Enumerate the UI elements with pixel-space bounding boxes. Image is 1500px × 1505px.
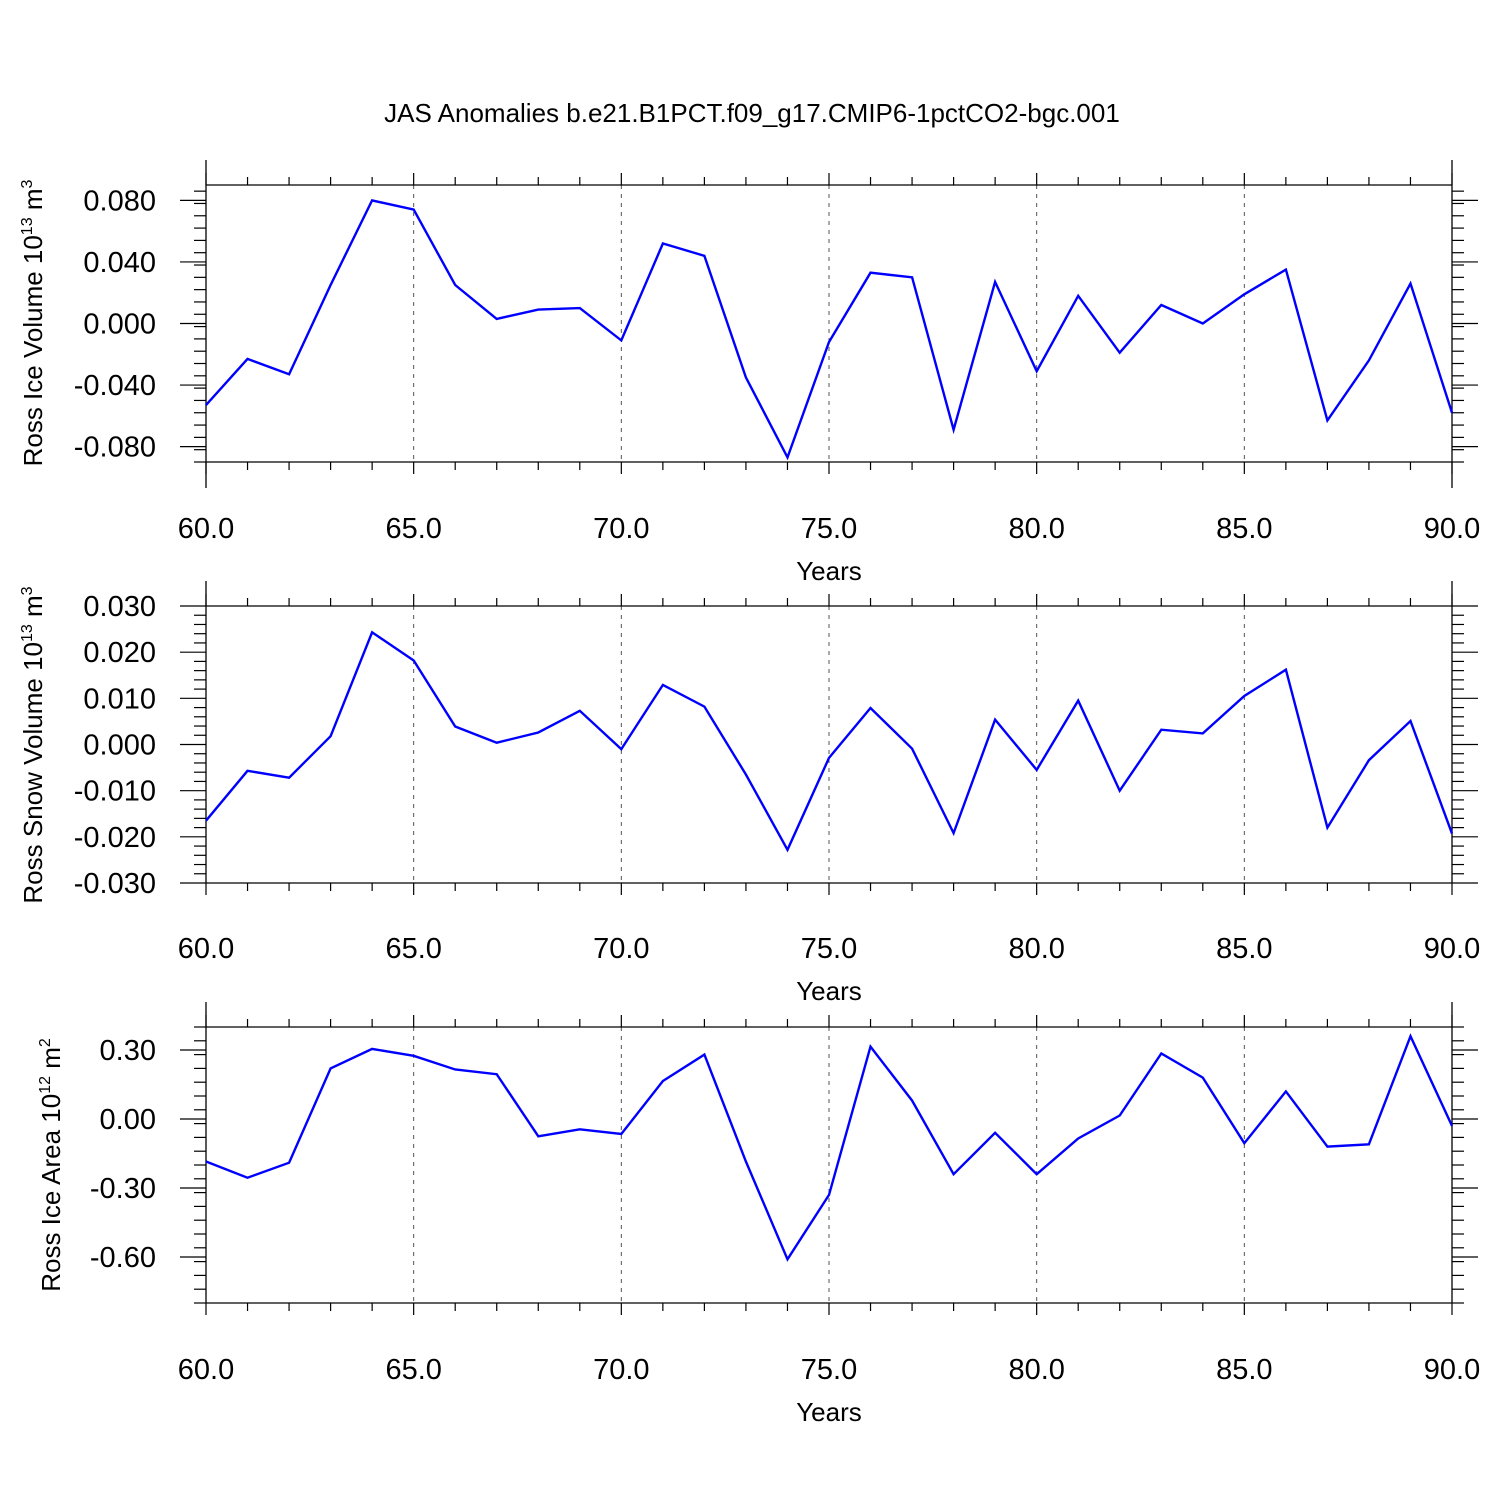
chart-title: JAS Anomalies b.e21.B1PCT.f09_g17.CMIP6-… <box>384 98 1120 128</box>
y-tick-label: 0.080 <box>83 185 156 217</box>
y-tick-label: 0.010 <box>83 683 156 715</box>
y-tick-label: -0.030 <box>74 868 156 900</box>
x-tick-label: 60.0 <box>178 933 234 965</box>
chart-panel-2: -0.030 -0.020 -0.010 0.000 0.010 0.020 0.030 60… <box>18 581 1480 1006</box>
x-tick-label: 70.0 <box>593 513 649 545</box>
y-axis-title: Ross Ice Volume 1013 m3 <box>18 179 48 466</box>
y-tick-label: -0.30 <box>90 1173 156 1205</box>
y-tick-label: -0.040 <box>74 370 156 402</box>
y-tick-label: -0.60 <box>90 1242 156 1274</box>
y-axis-title: Ross Ice Area 1012 m2 <box>36 1038 66 1292</box>
series-line <box>205 1033 1454 1262</box>
x-tick-label: 80.0 <box>1008 1354 1064 1386</box>
chart-panel-1: -0.080 -0.040 0.000 0.040 0.080 60.0 65.0 70.0 7… <box>18 160 1480 586</box>
x-tick-label: 85.0 <box>1216 513 1272 545</box>
x-tick-label: 85.0 <box>1216 933 1272 965</box>
x-tick-label: 65.0 <box>385 933 441 965</box>
x-tick-label: 90.0 <box>1424 1354 1480 1386</box>
series-line <box>205 630 1454 853</box>
x-axis-title: Years <box>796 976 862 1006</box>
y-tick-label: 0.030 <box>83 591 156 623</box>
y-tick-label: 0.000 <box>83 309 156 341</box>
x-tick-label: 75.0 <box>801 1354 857 1386</box>
x-tick-label: 70.0 <box>593 1354 649 1386</box>
x-axis-title: Years <box>796 1397 862 1427</box>
x-tick-label: 90.0 <box>1424 513 1480 545</box>
x-tick-label: 60.0 <box>178 1354 234 1386</box>
x-tick-label: 90.0 <box>1424 933 1480 965</box>
x-tick-label: 65.0 <box>385 1354 441 1386</box>
chart-panel-3: -0.60 -0.30 0.00 0.30 60.0 65.0 70.0 75.0 80.0 85… <box>36 1002 1480 1427</box>
y-tick-label: -0.010 <box>74 776 156 808</box>
x-tick-label: 60.0 <box>178 513 234 545</box>
y-tick-label: 0.00 <box>100 1104 156 1136</box>
y-tick-label: 0.30 <box>100 1035 156 1067</box>
y-tick-label: 0.020 <box>83 637 156 669</box>
x-tick-label: 80.0 <box>1008 513 1064 545</box>
x-tick-label: 65.0 <box>385 513 441 545</box>
y-tick-label: 0.040 <box>83 247 156 279</box>
y-tick-label: 0.000 <box>83 730 156 762</box>
x-tick-label: 85.0 <box>1216 1354 1272 1386</box>
y-tick-label: -0.020 <box>74 822 156 854</box>
x-tick-label: 75.0 <box>801 933 857 965</box>
y-axis-title: Ross Snow Volume 1013 m3 <box>18 586 48 903</box>
y-tick-label: -0.080 <box>74 432 156 464</box>
x-tick-label: 80.0 <box>1008 933 1064 965</box>
x-tick-label: 70.0 <box>593 933 649 965</box>
x-tick-label: 75.0 <box>801 513 857 545</box>
x-axis-title: Years <box>796 556 862 586</box>
series-line <box>205 199 1454 461</box>
